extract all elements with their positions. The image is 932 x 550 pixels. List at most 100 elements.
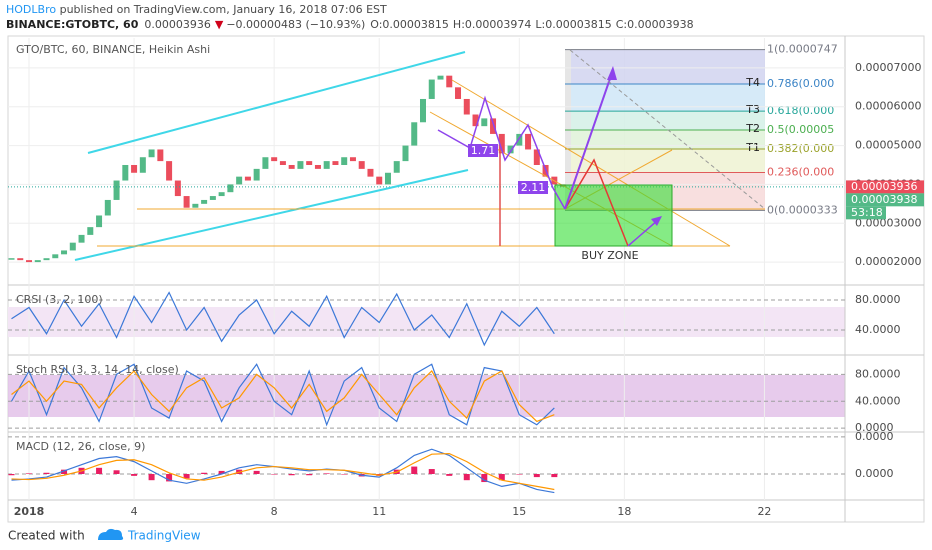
candle: [419, 98, 426, 123]
indicator-line: [11, 370, 555, 423]
candle: [78, 234, 85, 243]
candle: [174, 180, 181, 197]
candle: [367, 168, 374, 177]
histogram-bar: [271, 474, 278, 475]
logo[interactable]: [98, 528, 124, 540]
fib-band: [571, 130, 765, 150]
candle: [61, 250, 68, 255]
candle: [525, 133, 532, 150]
candle: [411, 122, 418, 146]
candle: [384, 172, 391, 185]
histogram-bar: [516, 474, 523, 475]
candle: [43, 258, 50, 261]
fib-band: [571, 149, 765, 173]
candle: [516, 133, 523, 146]
candle: [87, 227, 94, 235]
arrow-head: [607, 66, 617, 80]
candle: [428, 79, 435, 99]
candle: [323, 161, 330, 169]
candle: [490, 118, 497, 134]
candle: [227, 184, 234, 193]
candle: [8, 258, 15, 260]
candle: [209, 196, 216, 200]
low: L:0.00003815: [535, 18, 611, 31]
pane-title: Stoch RSI (3, 3, 14, 14, close): [16, 363, 179, 376]
drawings: 1.71 2.11 BUY ZONE: [74, 49, 766, 262]
publish-line: HODLBro published on TradingView.com, Ja…: [6, 3, 387, 16]
histogram-bar: [428, 469, 435, 474]
arrow: ▼: [215, 18, 224, 31]
candle: [393, 161, 400, 173]
histogram-bar: [131, 474, 138, 476]
candle: [376, 176, 383, 185]
histogram-bar: [61, 469, 68, 474]
projection: [564, 158, 629, 247]
footer-text: Created with: [8, 529, 85, 543]
pane-title: MACD (12, 26, close, 9): [16, 440, 145, 453]
candle: [279, 161, 286, 165]
footer-brand[interactable]: TradingView: [127, 529, 201, 543]
candle: [297, 161, 304, 169]
y-tick-label: 80.0000: [855, 367, 901, 380]
candle: [17, 258, 24, 261]
y-tick-label: 0.00003000: [855, 216, 921, 229]
histogram-bar: [551, 474, 558, 478]
countdown-tag: [846, 206, 886, 220]
candle: [122, 164, 129, 181]
candle: [463, 98, 470, 115]
author[interactable]: HODLBro: [6, 3, 56, 16]
histogram-bar: [183, 474, 190, 479]
plot: 2018 4 8 11 15 18 22 1(0.0000747 0.786(0.000 T4 0.…: [8, 36, 924, 522]
x-tick-label: 18: [617, 505, 631, 518]
candle: [183, 196, 190, 208]
y-tick-label: 40.0000: [855, 394, 901, 407]
y-tick-label: 0.00007000: [855, 61, 921, 74]
candle: [288, 164, 295, 169]
open: O:0.00003815: [370, 18, 449, 31]
channel-upper: [87, 51, 466, 154]
close: C:0.00003938: [616, 18, 694, 31]
x-tick-label: 4: [131, 505, 138, 518]
candle: [244, 176, 251, 181]
histogram-bar: [288, 474, 295, 476]
candle: [157, 149, 164, 162]
histogram-bar: [113, 470, 120, 474]
histogram-bar: [306, 474, 313, 476]
pane-title: CRSI (3, 2, 100): [16, 293, 103, 306]
arrow-head: [651, 216, 662, 226]
candle: [271, 157, 278, 162]
histogram-bar: [323, 473, 330, 474]
candle: [341, 157, 348, 165]
indicator-line: [10, 363, 555, 427]
y-tick-label: 0.0000: [855, 467, 894, 480]
candle: [498, 133, 505, 154]
annotation: 1.71: [471, 144, 496, 157]
y-tick-label: 80.0000: [855, 293, 901, 306]
indicator-line: [11, 291, 555, 347]
fib-band: [571, 49, 765, 85]
y-tick-label: 0.0000: [855, 421, 894, 434]
candle: [402, 145, 409, 162]
candle: [262, 157, 269, 169]
fib-label: 0.382(0.000: [767, 142, 834, 155]
indicator-band: [8, 375, 845, 417]
candle: [166, 161, 173, 181]
published: published on TradingView.com, January 16…: [56, 3, 387, 16]
fib-label: 0.236(0.000: [767, 165, 834, 178]
candle: [104, 199, 111, 216]
histogram-bar: [533, 474, 540, 478]
candle: [148, 149, 155, 158]
fib-band: [571, 111, 765, 131]
pane-title: GTO/BTC, 60, BINANCE, Heikin Ashi: [16, 43, 210, 56]
candle: [332, 161, 339, 165]
channel-lower: [74, 169, 469, 261]
histogram-bar: [411, 466, 418, 474]
candle: [96, 215, 103, 228]
candle: [314, 164, 321, 169]
candle: [52, 254, 59, 259]
price-tag: [846, 180, 924, 194]
fib-tag: T2: [745, 122, 760, 135]
fib-label: 1(0.0000747: [767, 43, 838, 56]
candle: [26, 260, 33, 263]
